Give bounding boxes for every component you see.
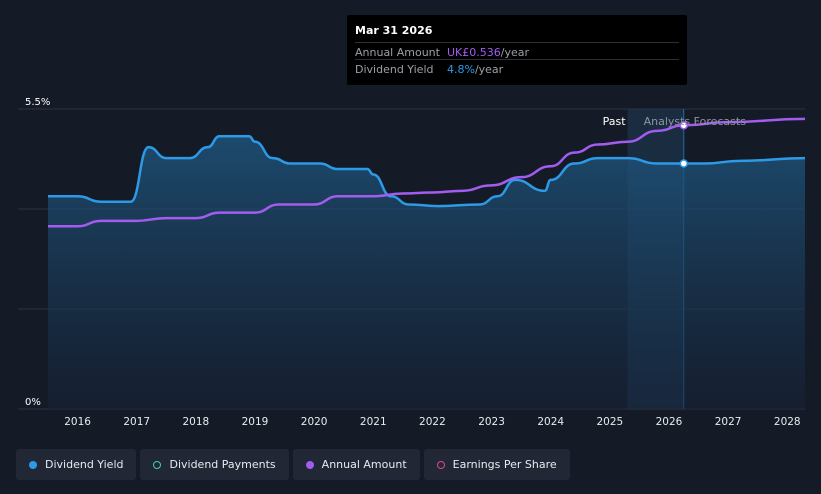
annual-amount-marker xyxy=(679,121,689,130)
legend-annual-amount[interactable]: Annual Amount xyxy=(292,449,420,480)
x-tick-label-2026: 2026 xyxy=(656,416,683,428)
legend-dividend-yield-label: Dividend Yield xyxy=(45,458,124,471)
x-tick-label-2020: 2020 xyxy=(301,416,328,428)
x-tick-label-2028: 2028 xyxy=(774,416,801,428)
legend-annual-amount-dot xyxy=(305,460,314,469)
legend-earnings-per-share-label: Earnings Per Share xyxy=(452,458,557,471)
tooltip-annual-amount-label: Annual Amount xyxy=(355,46,440,59)
legend-dividend-yield-dot xyxy=(29,460,37,469)
tooltip-row-dividend-yield: Dividend Yield 4.8%/year xyxy=(355,59,679,76)
dividend-yield-line xyxy=(48,135,806,208)
past-label: Past xyxy=(603,115,627,128)
x-tick-label-2023: 2023 xyxy=(478,416,505,428)
x-tick-label-2024: 2024 xyxy=(537,416,564,428)
x-tick-label-2016: 2016 xyxy=(64,416,91,428)
legend-dividend-payments-dot xyxy=(153,460,162,469)
tooltip-annual-amount-unit: /year xyxy=(500,46,530,59)
tooltip-dividend-yield-label: Dividend Yield xyxy=(355,63,434,76)
x-tick-label-2027: 2027 xyxy=(715,416,742,428)
legend-dividend-yield[interactable]: Dividend Yield xyxy=(16,449,137,480)
legend-dividend-payments[interactable]: Dividend Payments xyxy=(140,449,289,480)
tooltip-dividend-yield-unit: /year xyxy=(474,63,504,76)
y-tick-label-0: 5.5% xyxy=(25,97,50,108)
tooltip-dividend-yield-value: 4.8% xyxy=(447,63,475,76)
x-tick-label-2018: 2018 xyxy=(182,416,209,428)
analysts-forecasts-label: Analysts Forecasts xyxy=(644,115,747,128)
chart-legend: Dividend Yield Dividend Payments Annual … xyxy=(16,449,570,480)
dividend-yield-area xyxy=(48,136,805,410)
legend-earnings-per-share[interactable]: Earnings Per Share xyxy=(423,449,570,480)
dividend-yield-marker xyxy=(679,159,689,168)
legend-annual-amount-label: Annual Amount xyxy=(321,458,407,471)
x-tick-label-2017: 2017 xyxy=(123,416,150,428)
annual-amount-line xyxy=(48,117,806,228)
x-tick-label-2022: 2022 xyxy=(419,416,446,428)
x-tick-label-2021: 2021 xyxy=(360,416,387,428)
chart-tooltip: Mar 31 2026 Annual Amount UK£0.536/year D… xyxy=(347,15,687,85)
legend-dividend-payments-label: Dividend Payments xyxy=(169,458,276,471)
y-tick-label-1: 0% xyxy=(25,397,41,408)
tooltip-date: Mar 31 2026 xyxy=(355,24,433,37)
x-tick-label-2019: 2019 xyxy=(242,416,269,428)
tooltip-annual-amount-value: UK£0.536 xyxy=(447,46,501,59)
x-tick-label-2025: 2025 xyxy=(596,416,623,428)
tooltip-row-annual-amount: Annual Amount UK£0.536/year xyxy=(355,42,679,59)
legend-earnings-per-share-dot xyxy=(436,460,445,469)
